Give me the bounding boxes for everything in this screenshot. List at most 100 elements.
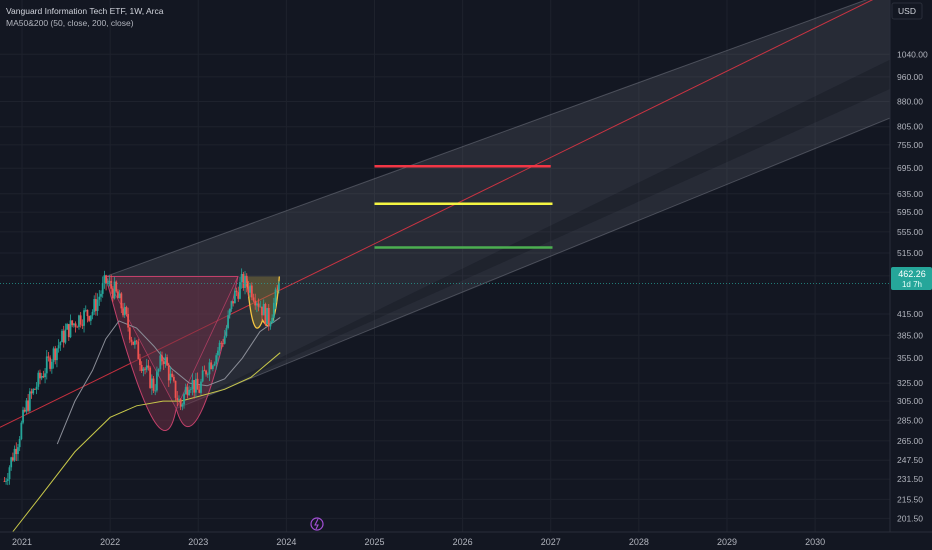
candle-up bbox=[52, 348, 55, 362]
candle-up bbox=[278, 283, 280, 290]
candle-up bbox=[44, 373, 46, 378]
candlesticks bbox=[3, 268, 280, 486]
y-tick-label: 285.00 bbox=[897, 415, 923, 425]
candle-up bbox=[206, 374, 209, 376]
candle-down bbox=[127, 313, 130, 328]
candle-down bbox=[130, 339, 133, 342]
candle-up bbox=[178, 399, 180, 401]
candle-up bbox=[150, 378, 153, 388]
candle-up bbox=[22, 409, 24, 423]
candle-up bbox=[78, 315, 80, 327]
candle-down bbox=[144, 368, 146, 370]
candle-down bbox=[203, 370, 206, 372]
y-tick-label: 880.00 bbox=[897, 96, 923, 106]
event-marker-glyph bbox=[314, 518, 319, 530]
candle-up bbox=[101, 282, 104, 294]
candle-up bbox=[18, 439, 21, 448]
candle-up bbox=[83, 310, 85, 326]
candle-down bbox=[128, 327, 131, 340]
candle-up bbox=[233, 290, 236, 304]
ma50-line bbox=[56, 317, 281, 445]
candle-up bbox=[191, 380, 194, 390]
candle-down bbox=[15, 448, 18, 455]
y-tick-label: 265.00 bbox=[897, 436, 923, 446]
candle-up bbox=[96, 299, 99, 311]
candle-up bbox=[225, 328, 228, 337]
candle-up bbox=[64, 329, 67, 343]
chart-title: Vanguard Information Tech ETF, 1W, Arca bbox=[6, 6, 164, 16]
candle-down bbox=[71, 320, 74, 326]
candle-down bbox=[205, 370, 207, 375]
y-tick-label: 635.00 bbox=[897, 189, 923, 199]
candle-down bbox=[176, 397, 179, 401]
candle-down bbox=[196, 378, 199, 390]
x-tick-label: 2029 bbox=[717, 537, 737, 547]
candle-up bbox=[271, 317, 274, 323]
lightning-icon[interactable] bbox=[310, 517, 324, 531]
candle-down bbox=[245, 275, 248, 287]
candle-down bbox=[276, 289, 279, 291]
candle-down bbox=[125, 307, 128, 314]
candle-up bbox=[223, 336, 226, 344]
time-axis-bg bbox=[0, 532, 932, 550]
candle-down bbox=[115, 281, 118, 292]
y-tick-label: 515.00 bbox=[897, 248, 923, 258]
candle-up bbox=[123, 307, 126, 316]
target-levels bbox=[374, 164, 553, 249]
y-tick-label: 595.00 bbox=[897, 207, 923, 217]
candle-up bbox=[91, 311, 94, 316]
candle-up bbox=[69, 320, 72, 338]
candle-down bbox=[220, 342, 223, 344]
candle-down bbox=[111, 288, 114, 299]
indicator-label: MA50&200 (50, close, 200, close) bbox=[6, 18, 134, 28]
candle-up bbox=[272, 302, 275, 318]
candle-down bbox=[95, 299, 97, 311]
candle-up bbox=[218, 342, 221, 351]
y-tick-label: 247.50 bbox=[897, 455, 923, 465]
candle-down bbox=[237, 292, 240, 299]
candle-up bbox=[240, 274, 243, 283]
price-label-value: 462.26 bbox=[898, 269, 926, 279]
candle-up bbox=[164, 357, 167, 365]
candle-up bbox=[133, 340, 136, 345]
candle-down bbox=[252, 297, 255, 301]
y-tick-label: 305.00 bbox=[897, 396, 923, 406]
candle-down bbox=[34, 388, 36, 390]
candle-down bbox=[222, 343, 224, 345]
candle-up bbox=[106, 282, 109, 284]
candle-up bbox=[227, 315, 229, 329]
y-tick-label: 231.50 bbox=[897, 474, 923, 484]
candle-up bbox=[45, 356, 48, 374]
y-tick-label: 355.00 bbox=[897, 353, 923, 363]
x-tick-label: 2030 bbox=[805, 537, 825, 547]
candle-down bbox=[54, 348, 57, 361]
candle-down bbox=[27, 400, 30, 411]
candle-up bbox=[183, 394, 185, 405]
candle-up bbox=[25, 400, 28, 412]
candle-down bbox=[49, 357, 52, 369]
candle-down bbox=[193, 380, 196, 393]
y-tick-label: 385.00 bbox=[897, 330, 923, 340]
y-tick-label: 201.50 bbox=[897, 513, 923, 523]
currency-label: USD bbox=[898, 6, 916, 16]
candle-up bbox=[100, 293, 102, 297]
candle-down bbox=[250, 285, 253, 298]
candle-up bbox=[5, 480, 8, 482]
currency-button[interactable] bbox=[891, 2, 923, 20]
candle-up bbox=[10, 457, 13, 468]
candle-up bbox=[103, 275, 106, 283]
candle-down bbox=[167, 365, 170, 381]
candle-down bbox=[232, 301, 235, 304]
candle-up bbox=[66, 324, 69, 330]
candle-up bbox=[269, 322, 272, 327]
candle-up bbox=[213, 363, 216, 366]
candle-down bbox=[23, 409, 26, 412]
time-axis[interactable]: 2021 2022 2023 2024 2025 2026 2027 2028 2029 2030 bbox=[0, 531, 932, 550]
candle-down bbox=[88, 316, 91, 321]
candle-down bbox=[186, 387, 189, 396]
candle-up bbox=[57, 345, 60, 349]
candle-down bbox=[210, 362, 213, 369]
x-tick-label: 2023 bbox=[188, 537, 208, 547]
x-tick-label: 2024 bbox=[276, 537, 296, 547]
